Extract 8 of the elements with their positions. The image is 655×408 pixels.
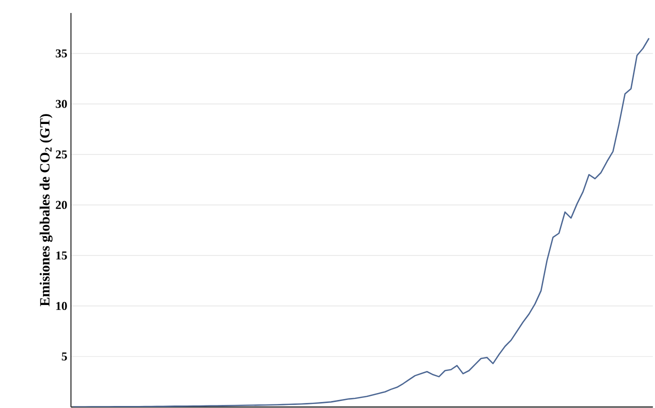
y-tick-label: 15 (56, 251, 67, 260)
y-tick-label: 30 (56, 100, 67, 108)
y-axis-title: Emisiones globales de CO$_{2}$ (GT) (40, 114, 53, 306)
y-tick-label: 10 (56, 302, 67, 310)
y-tick-label: 25 (56, 150, 67, 158)
y-tick-label: 20 (56, 200, 67, 209)
y-tick-label: 35 (56, 49, 67, 58)
y-tick-label: 5 (62, 352, 67, 360)
